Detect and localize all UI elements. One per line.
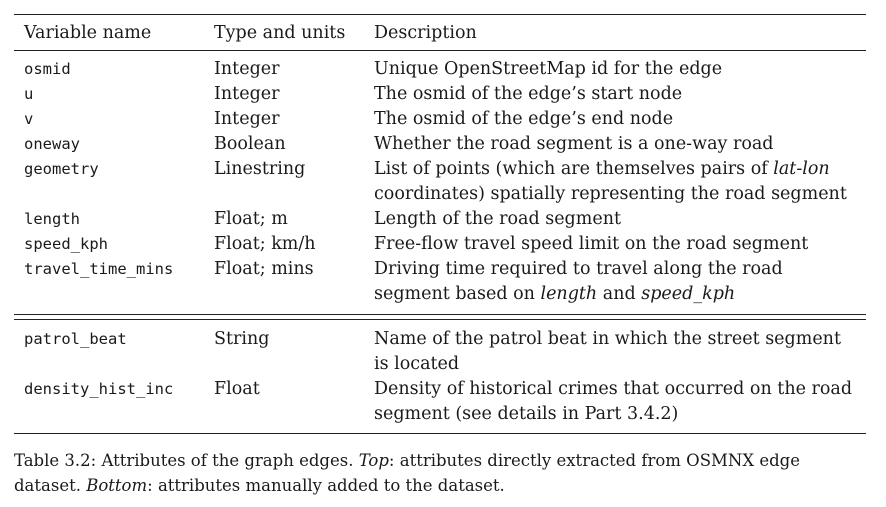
variable-name-cell: osmid	[24, 60, 71, 78]
type-cell: Integer	[214, 109, 280, 129]
description-cell: Name of the patrol beat in which the str…	[374, 329, 841, 374]
table-row: u Integer The osmid of the edge’s start …	[14, 82, 866, 107]
description-cell: The osmid of the edge’s end node	[374, 109, 674, 129]
description-cell: Driving time required to travel along th…	[364, 257, 866, 315]
description-text: and	[597, 284, 642, 304]
variable-name-cell: patrol_beat	[24, 330, 127, 348]
description-text: coordinates) spatially representing the …	[374, 184, 847, 204]
type-cell: Integer	[214, 59, 280, 79]
table-caption: Table 3.2: Attributes of the graph edges…	[14, 448, 866, 498]
table-row: speed_kph Float; km/h Free-flow travel s…	[14, 232, 866, 257]
description-cell: Unique OpenStreetMap id for the edge	[374, 59, 723, 79]
type-cell: Linestring	[214, 159, 306, 179]
caption-bottom-label: Bottom	[86, 476, 148, 495]
double-rule	[14, 314, 866, 320]
variable-name-cell: travel_time_mins	[24, 260, 174, 278]
description-emphasis: length	[540, 284, 598, 304]
table-row: oneway Boolean Whether the road segment …	[14, 132, 866, 157]
table-row: v Integer The osmid of the edge’s end no…	[14, 107, 866, 132]
variable-name-cell: u	[24, 85, 34, 103]
header-type-units: Type and units	[214, 23, 346, 43]
variable-name-cell: geometry	[24, 160, 99, 178]
table-row: osmid Integer Unique OpenStreetMap id fo…	[14, 50, 866, 83]
type-cell: Integer	[214, 84, 280, 104]
caption-label: Table 3.2: Attributes of the graph edges…	[14, 451, 359, 470]
header-variable-name: Variable name	[24, 23, 152, 43]
header-description: Description	[374, 23, 477, 43]
variable-name-cell: density_hist_inc	[24, 380, 174, 398]
caption-bottom-text: : attributes manually added to the datas…	[147, 476, 505, 495]
table-row: patrol_beat String Name of the patrol be…	[14, 320, 866, 378]
edge-attributes-table: Variable name Type and units Description…	[14, 14, 866, 434]
type-cell: String	[214, 329, 270, 349]
type-cell: Boolean	[214, 134, 286, 154]
description-cell: List of points (which are themselves pai…	[364, 157, 866, 207]
description-cell: Whether the road segment is a one-way ro…	[374, 134, 774, 154]
variable-name-cell: oneway	[24, 135, 80, 153]
section-divider	[14, 314, 866, 320]
table-header-row: Variable name Type and units Description	[14, 14, 866, 51]
type-cell: Float	[214, 379, 260, 399]
description-text: List of points (which are themselves pai…	[374, 159, 774, 179]
type-cell: Float; km/h	[214, 234, 316, 254]
caption-top-label: Top	[358, 451, 389, 470]
table-row: length Float; m Length of the road segme…	[14, 207, 866, 232]
variable-name-cell: length	[24, 210, 80, 228]
type-cell: Float; mins	[214, 259, 314, 279]
table-row: travel_time_mins Float; mins Driving tim…	[14, 257, 866, 315]
description-cell: The osmid of the edge’s start node	[374, 84, 683, 104]
description-emphasis: speed_kph	[641, 284, 736, 304]
description-cell: Length of the road segment	[374, 209, 622, 229]
description-cell: Free-flow travel speed limit on the road…	[374, 234, 809, 254]
table-figure: Variable name Type and units Description…	[14, 14, 866, 498]
description-emphasis: lat-lon	[773, 159, 830, 179]
type-cell: Float; m	[214, 209, 288, 229]
description-cell: Density of historical crimes that occurr…	[374, 379, 853, 424]
table-row: geometry Linestring List of points (whic…	[14, 157, 866, 207]
variable-name-cell: v	[24, 110, 34, 128]
table-row: density_hist_inc Float Density of histor…	[14, 377, 866, 434]
variable-name-cell: speed_kph	[24, 235, 108, 253]
caption-top-text: : attributes directly extracted from OSM…	[14, 451, 800, 495]
description-text: Driving time required to travel along th…	[374, 259, 783, 304]
